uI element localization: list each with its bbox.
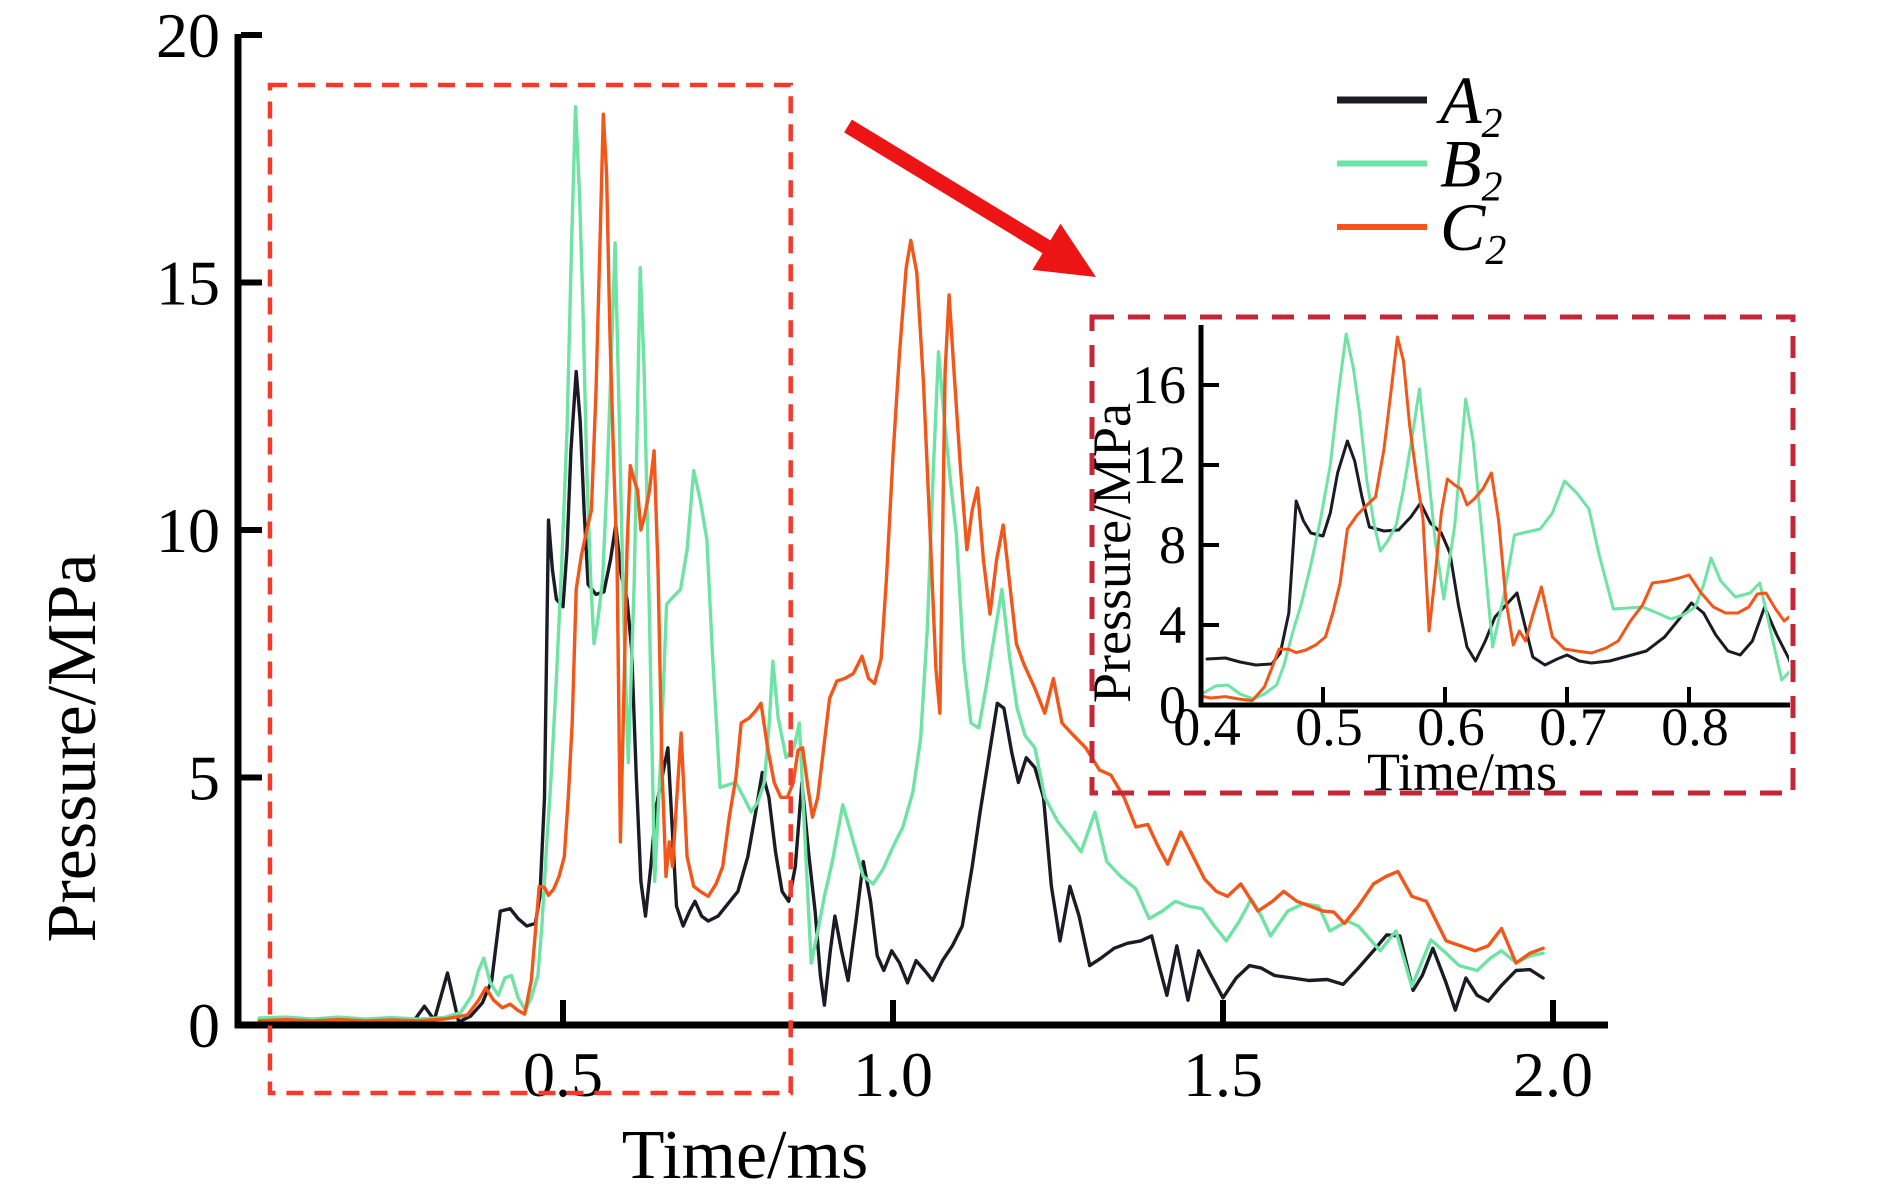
main-x-tick-label: 0.5 <box>523 1039 603 1110</box>
main-x-axis-title: Time/ms <box>622 1117 868 1194</box>
inset-plot-series <box>1201 332 1789 703</box>
inset-x-tick-label: 0.6 <box>1417 697 1485 757</box>
inset-series-b2-line <box>1201 332 1789 701</box>
inset-x-tick-label: 0.8 <box>1661 697 1729 757</box>
inset-y-tick-label: 16 <box>1132 355 1186 415</box>
main-y-tick-label: 20 <box>156 0 220 71</box>
inset-x-axis-title: Time/ms <box>1367 742 1557 802</box>
inset-y-axis-title: Pressure/MPa <box>1082 403 1142 703</box>
highlight-dashed-rect <box>267 82 793 1096</box>
inset-y-tick-label: 8 <box>1159 515 1186 575</box>
annotations <box>267 82 1796 1096</box>
main-x-tick-label: 1.0 <box>853 1039 933 1110</box>
main-y-tick-label: 10 <box>156 495 220 566</box>
main-x-tick-label: 1.5 <box>1183 1039 1263 1110</box>
main-y-tick-label: 5 <box>188 743 220 814</box>
zoom-arrow-head <box>1032 223 1096 277</box>
inset-x-tick-label: 0.4 <box>1173 697 1241 757</box>
main-x-tick-label: 2.0 <box>1513 1039 1593 1110</box>
inset-plot-axes: 0 4 8 12 16 0.4 0.5 0.6 0.7 0.8 <box>1132 325 1790 757</box>
inset-x-tick-label: 0.5 <box>1295 697 1363 757</box>
series-a2-line <box>257 369 1545 1024</box>
legend-label-c2: C2 <box>1440 189 1506 274</box>
series-b2-line <box>257 105 1545 1021</box>
main-y-tick-label: 0 <box>188 990 220 1061</box>
legend-label-a2: A2 <box>1436 62 1503 147</box>
inset-x-tick-label: 0.7 <box>1539 697 1607 757</box>
inset-dashed-rect <box>1089 314 1796 796</box>
main-plot-series <box>257 105 1545 1024</box>
inset-y-tick-label: 12 <box>1132 435 1186 495</box>
series-c2-line <box>257 112 1545 1023</box>
inset-y-tick-label: 0 <box>1159 675 1186 735</box>
zoom-arrow-shaft <box>844 119 1056 257</box>
main-plot-axes: 0 5 10 15 20 0.5 1.0 1.5 2.0 <box>156 0 1608 1110</box>
inset-series-c2-line <box>1201 335 1789 703</box>
inset-y-tick-label: 4 <box>1159 595 1186 655</box>
main-y-tick-label: 15 <box>156 248 220 319</box>
main-y-axis-title: Pressure/MPa <box>34 554 111 943</box>
legend-label-b2: B2 <box>1440 126 1503 211</box>
